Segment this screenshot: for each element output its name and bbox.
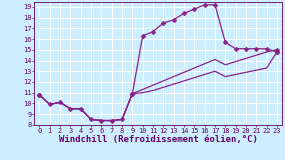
X-axis label: Windchill (Refroidissement éolien,°C): Windchill (Refroidissement éolien,°C) xyxy=(59,135,258,144)
